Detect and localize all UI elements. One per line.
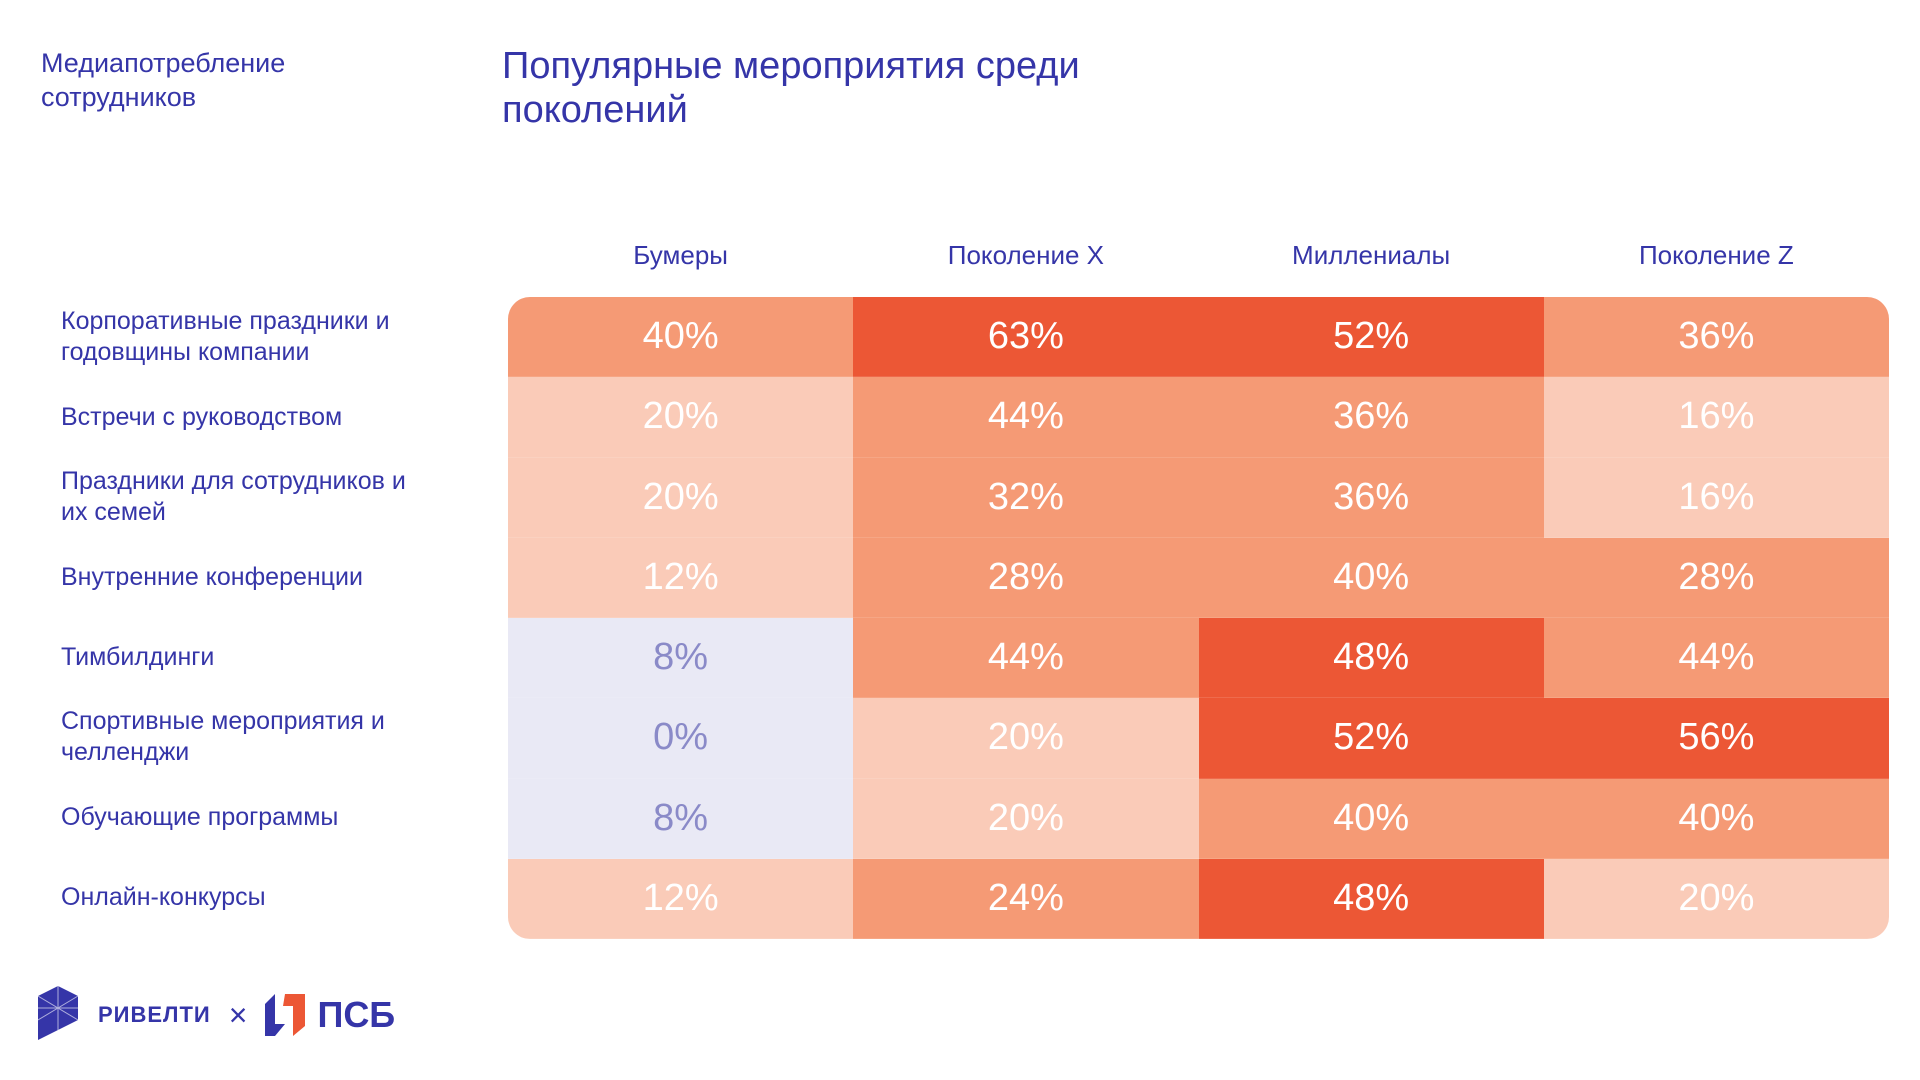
heatmap-cell: 36% bbox=[1198, 457, 1544, 538]
heatmap-cell: 20% bbox=[853, 698, 1199, 779]
heatmap: 40% 63% 52% 36% 20% 44% 36% 16% 20% 32% 36% 16% 12% 2… bbox=[508, 297, 1889, 939]
column-header: Поколение Z bbox=[1638, 240, 1794, 270]
heatmap-cell: 40% bbox=[1198, 778, 1544, 859]
separator: × bbox=[228, 996, 248, 1033]
heatmap-cell: 32% bbox=[853, 457, 1199, 538]
psb-logo-text: ПСБ bbox=[317, 994, 396, 1035]
section-title: Медиапотребление сотрудников bbox=[41, 48, 286, 112]
column-header: Миллениалы bbox=[1292, 240, 1451, 270]
heatmap-cell: 20% bbox=[1543, 858, 1889, 939]
row-label: Онлайн-конкурсы bbox=[61, 857, 461, 937]
row-label: Тимбилдинги bbox=[61, 617, 461, 697]
heatmap-cell: 0% bbox=[508, 698, 854, 779]
heatmap-cell: 44% bbox=[1543, 618, 1889, 699]
heatmap-cell: 8% bbox=[508, 618, 854, 699]
page-title: Популярные мероприятия среди поколений bbox=[502, 45, 1080, 131]
rivelti-logo-text: РИВЕЛТИ bbox=[98, 1002, 211, 1027]
heatmap-cell: 52% bbox=[1198, 297, 1544, 378]
heatmap-cell: 12% bbox=[508, 537, 854, 618]
row-label: Внутренние конференции bbox=[61, 537, 461, 617]
heatmap-cell: 28% bbox=[853, 537, 1199, 618]
heatmap-cell: 12% bbox=[508, 858, 854, 939]
heatmap-cell: 63% bbox=[853, 297, 1199, 378]
column-header: Поколение X bbox=[947, 240, 1104, 270]
row-label-text: Встречи с руководством bbox=[61, 402, 343, 431]
column-header: Бумеры bbox=[633, 240, 728, 270]
heatmap-cell: 40% bbox=[1198, 537, 1544, 618]
heatmap-cell: 20% bbox=[508, 377, 854, 458]
row-label-text: Корпоративные праздники и годовщины комп… bbox=[61, 307, 390, 366]
heatmap-cell: 48% bbox=[1198, 618, 1544, 699]
row-label: Обучающие программы bbox=[61, 777, 461, 857]
rivelti-logo-icon bbox=[38, 986, 79, 1040]
footer-logos: РИВЕЛТИ × ПСБ bbox=[38, 985, 395, 1045]
heatmap-cell: 48% bbox=[1198, 858, 1544, 939]
heatmap-cell: 16% bbox=[1543, 457, 1889, 538]
heatmap-cell: 52% bbox=[1198, 698, 1544, 779]
heatmap-cell: 36% bbox=[1543, 297, 1889, 378]
heatmap-cell: 36% bbox=[1198, 377, 1544, 458]
heatmap-cell: 28% bbox=[1543, 537, 1889, 618]
heatmap-cell: 16% bbox=[1543, 377, 1889, 458]
heatmap-cell: 24% bbox=[853, 858, 1199, 939]
heatmap-cell: 8% bbox=[508, 778, 854, 859]
row-label: Встречи с руководством bbox=[61, 377, 461, 457]
row-label-text: Онлайн-конкурсы bbox=[61, 882, 266, 911]
heatmap-cell: 40% bbox=[1543, 778, 1889, 859]
row-label: Корпоративные праздники и годовщины комп… bbox=[61, 297, 461, 377]
row-label-text: Обучающие программы bbox=[61, 802, 339, 831]
column-headers: Бумеры Поколение X Миллениалы Поколение Z bbox=[508, 240, 1889, 271]
row-label-text: Праздники для сотрудников и их семей bbox=[61, 467, 406, 526]
row-label: Спортивные мероприятия и челленджи bbox=[61, 697, 461, 777]
heatmap-cell: 44% bbox=[853, 377, 1199, 458]
row-label: Праздники для сотрудников и их семей bbox=[61, 457, 461, 537]
heatmap-cell: 20% bbox=[853, 778, 1199, 859]
heatmap-cell: 44% bbox=[853, 618, 1199, 699]
heatmap-cell: 56% bbox=[1543, 698, 1889, 779]
row-label-text: Спортивные мероприятия и челленджи bbox=[61, 707, 385, 766]
row-label-text: Тимбилдинги bbox=[61, 642, 215, 671]
row-label-text: Внутренние конференции bbox=[61, 562, 363, 591]
heatmap-cell: 20% bbox=[508, 457, 854, 538]
psb-logo-icon bbox=[265, 994, 306, 1036]
row-labels: Корпоративные праздники и годовщины комп… bbox=[61, 297, 461, 937]
heatmap-cell: 40% bbox=[508, 297, 854, 378]
